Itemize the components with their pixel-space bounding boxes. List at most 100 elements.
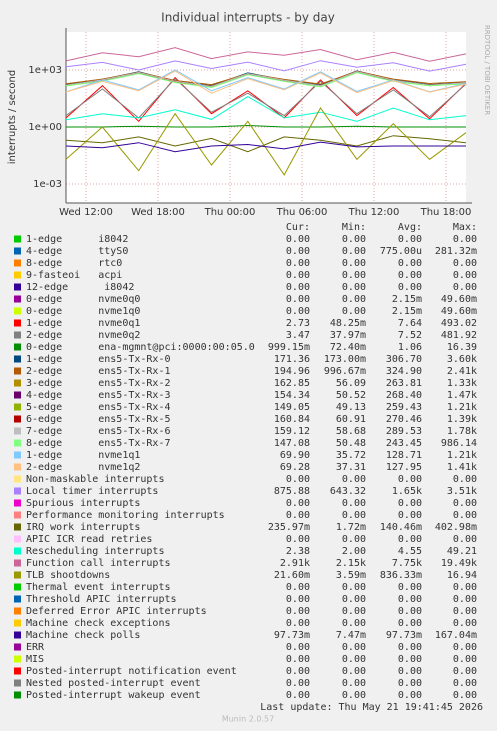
legend-max: 2.41k xyxy=(447,366,477,377)
y-tick-label: 1e+00 xyxy=(28,122,62,133)
legend-min: 0.00 xyxy=(342,594,366,605)
legend-name: 8-edge ens5-Tx-Rx-7 xyxy=(26,438,171,449)
legend-cur: 0.00 xyxy=(286,582,310,593)
legend-name: APIC ICR read retries xyxy=(26,534,152,545)
legend-max: 0.00 xyxy=(453,582,477,593)
legend-cur: 160.84 xyxy=(274,414,310,425)
legend-min: 996.67m xyxy=(324,366,366,377)
legend-min: 173.00m xyxy=(324,354,366,365)
legend-max: 19.49k xyxy=(441,558,477,569)
legend-avg: 0.00 xyxy=(398,474,422,485)
legend-cur: 0.00 xyxy=(286,642,310,653)
legend-cur: 0.00 xyxy=(286,510,310,521)
legend-max: 1.41k xyxy=(447,462,477,473)
legend-name: Deferred Error APIC interrupts xyxy=(26,606,207,617)
legend-swatch xyxy=(14,643,21,651)
legend-min: 37.97m xyxy=(330,330,366,341)
legend-min: 0.00 xyxy=(342,270,366,281)
legend-min: 643.32 xyxy=(330,486,366,497)
chart-title: Individual interrupts - by day xyxy=(161,11,335,25)
legend-name: 12-edge i8042 xyxy=(26,282,134,293)
legend-max: 402.98m xyxy=(435,522,477,533)
legend-cur: 2.73 xyxy=(286,318,310,329)
legend-swatch xyxy=(14,415,21,423)
legend-cur: 0.00 xyxy=(286,282,310,293)
legend-min: 3.59m xyxy=(336,570,366,581)
legend-cur: 171.36 xyxy=(274,354,310,365)
legend-avg: 1.06 xyxy=(398,342,422,353)
legend-max: 0.00 xyxy=(453,666,477,677)
legend-swatch xyxy=(14,235,21,243)
legend-min: 0.00 xyxy=(342,654,366,665)
legend-cur: 0.00 xyxy=(286,678,310,689)
legend-swatch xyxy=(14,535,21,543)
legend-name: 1-edge nvme1q1 xyxy=(26,450,140,461)
legend-min: 2.15k xyxy=(336,558,366,569)
legend-cur: 0.00 xyxy=(286,690,310,701)
legend-swatch xyxy=(14,571,21,579)
legend-name: MIS xyxy=(26,654,44,665)
legend-swatch xyxy=(14,595,21,603)
legend-swatch xyxy=(14,499,21,507)
legend-name: 0-edge nvme0q0 xyxy=(26,294,140,305)
legend-avg: 0.00 xyxy=(398,510,422,521)
legend-min: 35.72 xyxy=(336,450,366,461)
legend-name: 7-edge ens5-Tx-Rx-6 xyxy=(26,426,171,437)
legend-swatch xyxy=(14,583,21,591)
legend-name: Posted-interrupt notification event xyxy=(26,666,237,677)
legend-max: 0.00 xyxy=(453,258,477,269)
legend-max: 0.00 xyxy=(453,498,477,509)
legend-max: 1.21k xyxy=(447,402,477,413)
legend-swatch xyxy=(14,259,21,267)
legend-name: Spurious interrupts xyxy=(26,498,140,509)
legend-name: 1-edge nvme0q1 xyxy=(26,318,140,329)
legend-max: 1.47k xyxy=(447,390,477,401)
legend-name: 1-edge i8042 xyxy=(26,234,128,245)
legend-name: Machine check polls xyxy=(26,630,140,641)
legend-cur: 149.05 xyxy=(274,402,310,413)
legend-name: Thermal event interrupts xyxy=(26,582,171,593)
legend-max: 167.04m xyxy=(435,630,477,641)
legend-swatch xyxy=(14,379,21,387)
legend-swatch xyxy=(14,367,21,375)
legend-cur: 0.00 xyxy=(286,498,310,509)
legend-max: 3.60k xyxy=(447,354,477,365)
legend-swatch xyxy=(14,331,21,339)
legend-min: 0.00 xyxy=(342,642,366,653)
x-tick-label: Wed 18:00 xyxy=(131,207,185,218)
legend-cur: 159.12 xyxy=(274,426,310,437)
legend-avg: 836.33m xyxy=(380,570,422,581)
series-line xyxy=(65,141,466,153)
legend-avg: 306.70 xyxy=(386,354,422,365)
legend-name: 2-edge nvme1q2 xyxy=(26,462,140,473)
legend-name: 5-edge ens5-Tx-Rx-4 xyxy=(26,402,171,413)
legend-cur: 0.00 xyxy=(286,246,310,257)
legend-avg: 0.00 xyxy=(398,270,422,281)
legend-min: 48.25m xyxy=(330,318,366,329)
legend-avg: 128.71 xyxy=(386,450,422,461)
legend-avg: 324.90 xyxy=(386,366,422,377)
legend-max: 1.33k xyxy=(447,378,477,389)
series-line xyxy=(65,47,467,62)
legend-max: 0.00 xyxy=(453,234,477,245)
legend-max: 0.00 xyxy=(453,690,477,701)
x-tick-label: Wed 12:00 xyxy=(59,207,113,218)
legend-max: 0.00 xyxy=(453,594,477,605)
legend-cur: 69.90 xyxy=(280,450,310,461)
legend-cur: 0.00 xyxy=(286,294,310,305)
legend-min: 37.31 xyxy=(336,462,366,473)
legend-name: 2-edge nvme0q2 xyxy=(26,330,140,341)
legend-cur: 0.00 xyxy=(286,618,310,629)
legend-avg: 0.00 xyxy=(398,498,422,509)
legend-swatch xyxy=(14,439,21,447)
legend-name: Local timer interrupts xyxy=(26,486,158,497)
x-tick-label: Thu 00:00 xyxy=(204,207,256,218)
legend-cur: 0.00 xyxy=(286,258,310,269)
legend-avg: 270.46 xyxy=(386,414,422,425)
legend-name: 3-edge ens5-Tx-Rx-2 xyxy=(26,378,171,389)
legend-min: 0.00 xyxy=(342,618,366,629)
legend-min: 0.00 xyxy=(342,534,366,545)
legend-avg: 0.00 xyxy=(398,594,422,605)
legend-cur: 875.88 xyxy=(274,486,310,497)
legend-cur: 194.96 xyxy=(274,366,310,377)
